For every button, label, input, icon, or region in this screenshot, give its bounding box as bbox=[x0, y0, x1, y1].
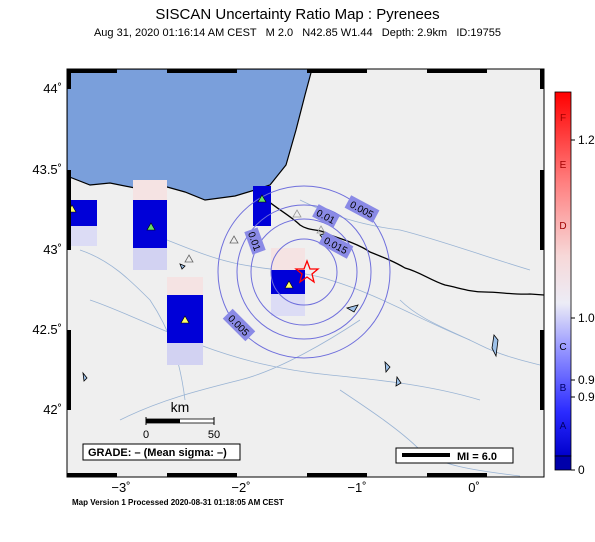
mi-legend: MI = 6.0 bbox=[395, 447, 514, 464]
station-triangle-icon bbox=[184, 254, 194, 263]
station-triangle-icon bbox=[284, 280, 294, 289]
colorbar-value: 1.0 bbox=[578, 311, 595, 325]
contour-lines bbox=[217, 185, 391, 359]
station-triangle-icon bbox=[146, 222, 156, 231]
colorbar-value: 0 bbox=[578, 463, 585, 477]
grade-box: GRADE: – (Mean sigma: –) bbox=[82, 443, 241, 461]
mi-legend-text: MI = 6.0 bbox=[457, 451, 497, 463]
lat-tick-label: 44˚ bbox=[43, 81, 62, 96]
colorbar: F E D C B A 1.2 1.0 0.9 0.9 0 bbox=[554, 91, 595, 477]
scale-start-label: 0 bbox=[143, 429, 149, 441]
colorbar-letter: A bbox=[560, 421, 567, 432]
map-frame bbox=[66, 68, 545, 478]
epicenter-star-icon[interactable] bbox=[294, 259, 320, 284]
lon-tick-label: −1˚ bbox=[347, 480, 366, 495]
country-border bbox=[254, 189, 544, 296]
lat-tick-label: 43.5˚ bbox=[32, 162, 62, 177]
lat-ticks: 44˚ 43.5˚ 43˚ 42.5˚ 42˚ bbox=[32, 81, 62, 417]
scale-unit-label: km bbox=[171, 399, 190, 415]
lon-ticks: −3˚ −2˚ −1˚ 0˚ bbox=[111, 480, 479, 495]
lon-tick-label: 0˚ bbox=[468, 480, 480, 495]
lon-tick-label: −3˚ bbox=[111, 480, 130, 495]
station-triangle-icon bbox=[180, 315, 190, 324]
station-triangle-icon bbox=[229, 235, 239, 244]
lat-tick-label: 43˚ bbox=[43, 242, 62, 257]
colorbar-value: 0.9 bbox=[578, 373, 595, 387]
lon-tick-label: −2˚ bbox=[231, 480, 250, 495]
event-subtitle: Aug 31, 2020 01:16:14 AM CEST M 2.0 N42.… bbox=[93, 27, 502, 39]
colorbar-letter: B bbox=[560, 383, 567, 394]
station-triangle-icon bbox=[257, 194, 267, 203]
colorbar-value: 1.2 bbox=[578, 133, 595, 147]
station-triangle-icon bbox=[292, 209, 302, 218]
map-title: SISCAN Uncertainty Ratio Map : Pyrenees bbox=[155, 6, 440, 23]
bay-of-biscay bbox=[67, 69, 313, 201]
footer-processed: Map Version 1 Processed 2020-08-31 01:18… bbox=[72, 498, 284, 507]
colorbar-letter: D bbox=[559, 221, 566, 232]
lat-tick-label: 42.5˚ bbox=[32, 322, 62, 337]
colorbar-value: 0.9 bbox=[578, 390, 595, 404]
lat-tick-label: 42˚ bbox=[43, 402, 62, 417]
colorbar-letter: E bbox=[560, 160, 567, 171]
colorbar-letter: F bbox=[560, 113, 566, 124]
colorbar-letter: C bbox=[559, 342, 566, 353]
scale-bar: km 0 50 bbox=[143, 399, 220, 441]
station-triangle-icon bbox=[316, 225, 326, 234]
scale-end-label: 50 bbox=[208, 429, 220, 441]
grade-text: GRADE: – (Mean sigma: –) bbox=[88, 447, 227, 459]
